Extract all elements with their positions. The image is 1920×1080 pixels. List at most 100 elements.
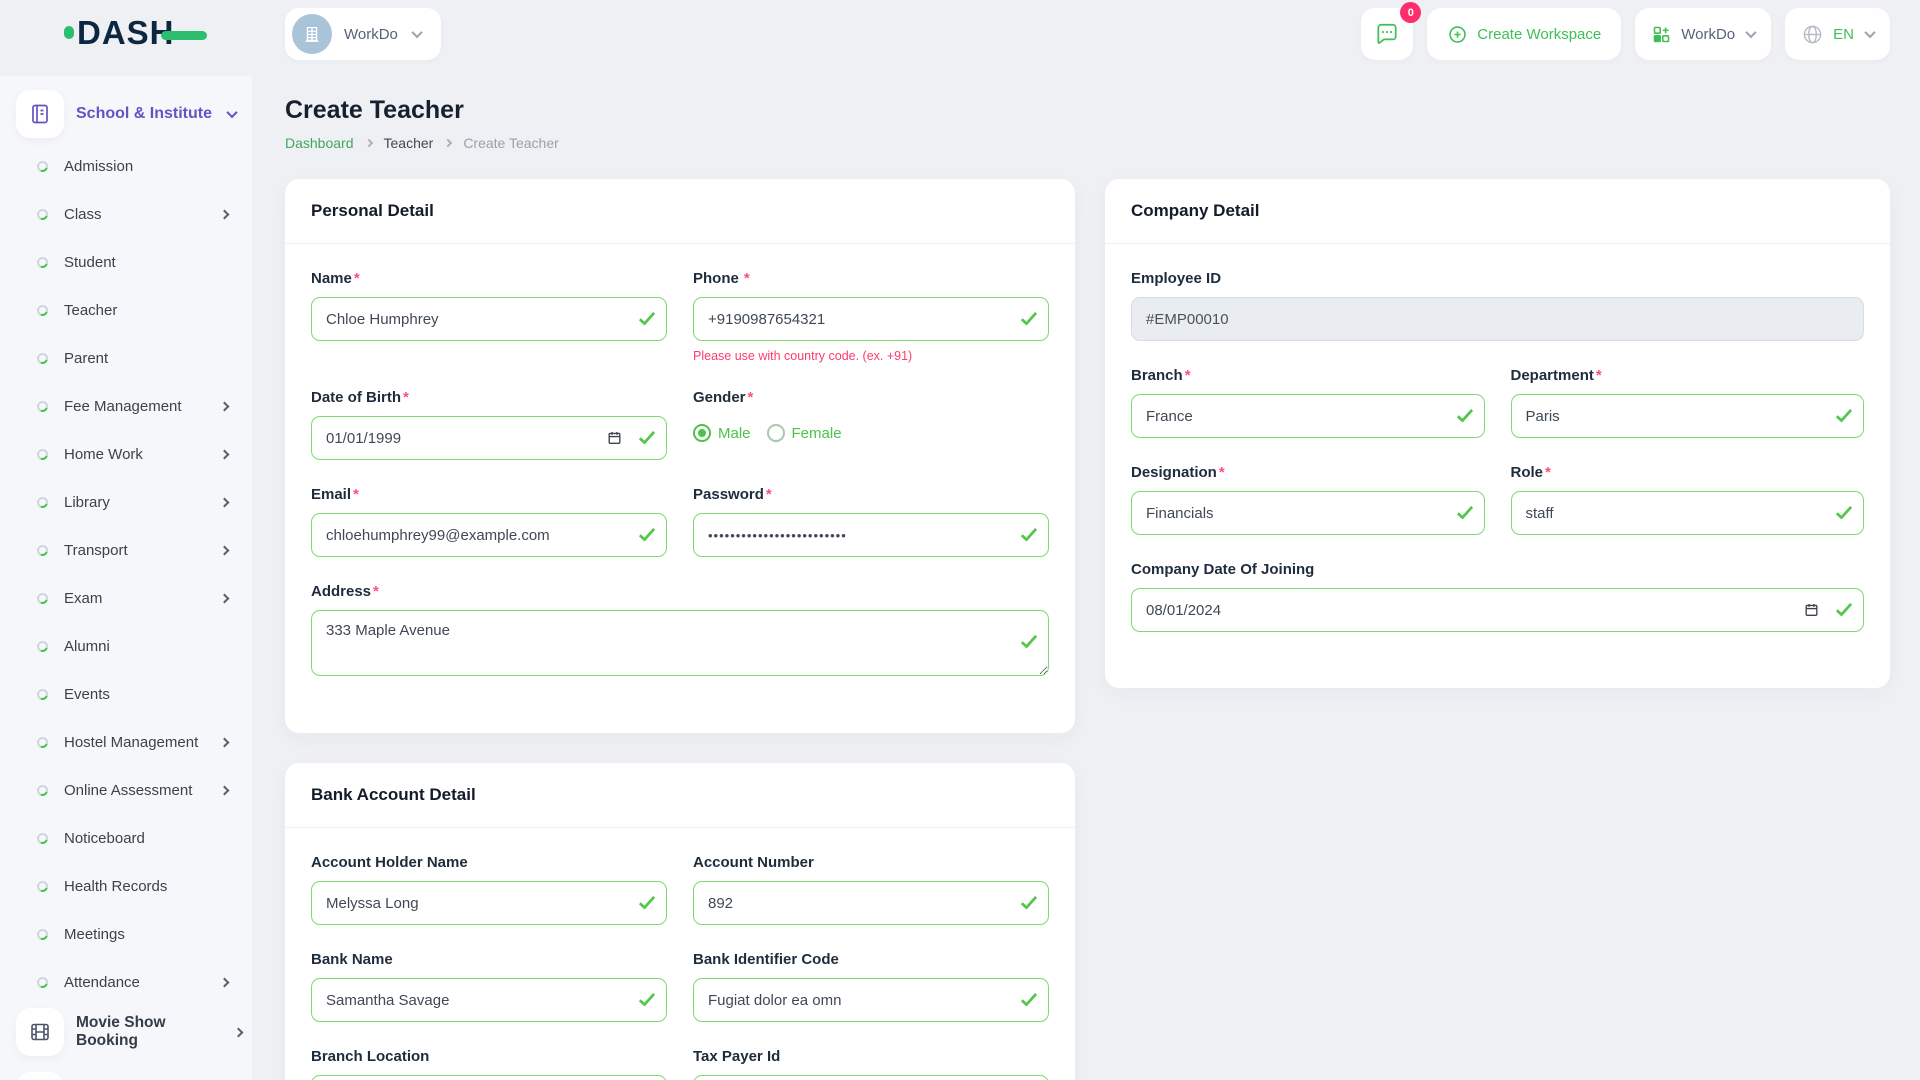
apps-dropdown[interactable]: WorkDo — [1635, 8, 1772, 60]
bank-identifier-code-field[interactable] — [693, 978, 1049, 1022]
chevron-right-icon — [219, 977, 230, 987]
account-number-field[interactable] — [693, 881, 1049, 925]
circle-icon — [37, 640, 48, 652]
circle-icon — [37, 688, 48, 700]
sidebar-item-label: Home Work — [64, 445, 143, 463]
department-field[interactable] — [1510, 394, 1864, 438]
company-detail-card: Company Detail Employee ID Branch* — [1105, 179, 1890, 688]
language-dropdown[interactable]: EN — [1785, 8, 1890, 60]
account-holder-name-field[interactable] — [311, 881, 667, 925]
branch-field[interactable] — [1131, 394, 1485, 438]
sidebar-item-attendance[interactable]: Attendance — [0, 958, 252, 1006]
circle-icon — [37, 928, 48, 940]
sidebar-item-transport[interactable]: Transport — [0, 526, 252, 574]
sidebar-item-alumni[interactable]: Alumni — [0, 622, 252, 670]
breadcrumb-teacher[interactable]: Teacher — [383, 135, 434, 151]
personal-detail-card: Personal Detail Name* Phone* Please use … — [285, 179, 1075, 733]
sidebar-item-teacher[interactable]: Teacher — [0, 286, 252, 334]
sidebar-item-health-records[interactable]: Health Records — [0, 862, 252, 910]
circle-icon — [37, 544, 48, 556]
create-workspace-button[interactable]: Create Workspace — [1427, 8, 1622, 60]
name-label: Name * — [311, 270, 360, 287]
joining-date-field[interactable] — [1131, 588, 1864, 632]
sidebar-item-noticeboard[interactable]: Noticeboard — [0, 814, 252, 862]
joining-date-label: Company Date Of Joining — [1131, 561, 1315, 578]
gender-male-option[interactable]: Male — [693, 424, 751, 442]
designation-field[interactable] — [1131, 491, 1485, 535]
calendar-icon[interactable] — [606, 430, 623, 447]
email-field[interactable] — [311, 513, 667, 557]
top-header: DASH WorkDo — [0, 0, 1920, 76]
messages-count-badge: 0 — [1400, 2, 1422, 23]
chevron-right-icon — [364, 138, 373, 148]
radio-selected-icon — [693, 424, 711, 442]
sidebar-item-admission[interactable]: Admission — [0, 142, 252, 190]
gender-radio-group: Male Female — [693, 424, 1049, 442]
sidebar-item-hostel-management[interactable]: Hostel Management — [0, 718, 252, 766]
phone-helper-text: Please use with country code. (ex. +91) — [693, 349, 913, 363]
sidebar-item-exam[interactable]: Exam — [0, 574, 252, 622]
email-label: Email * — [311, 486, 359, 503]
circle-icon — [37, 208, 48, 220]
designation-label: Designation * — [1131, 464, 1225, 481]
circle-icon — [37, 976, 48, 988]
sidebar-item-movie-show-booking[interactable]: Movie Show Booking — [16, 1008, 244, 1056]
messages-button[interactable]: 0 — [1361, 2, 1422, 60]
chevron-right-icon — [233, 1027, 244, 1037]
sidebar-item-home-work[interactable]: Home Work — [0, 430, 252, 478]
sidebar-section-toggle[interactable]: School & Institute — [16, 90, 238, 138]
workspace-switcher[interactable]: WorkDo — [285, 8, 441, 60]
address-field[interactable]: 333 Maple Avenue — [311, 610, 1049, 676]
logo-dash-bar — [160, 31, 207, 40]
sidebar-item-label: Health Records — [64, 877, 168, 895]
chevron-right-icon — [219, 785, 230, 795]
sidebar-item-online-assessment[interactable]: Online Assessment — [0, 766, 252, 814]
password-field[interactable] — [693, 513, 1049, 557]
sidebar-item-fee-management[interactable]: Fee Management — [0, 382, 252, 430]
gender-female-option[interactable]: Female — [766, 424, 842, 442]
chevron-right-icon — [219, 593, 230, 603]
required-asterisk: * — [747, 389, 754, 406]
sidebar: School & Institute Admission Class Stude… — [0, 76, 252, 1080]
employee-id-field — [1131, 297, 1864, 341]
chat-icon — [1377, 23, 1397, 44]
brand-logo[interactable]: DASH — [64, 16, 207, 49]
password-label: Password * — [693, 486, 772, 503]
sidebar-item-meetings[interactable]: Meetings — [0, 910, 252, 958]
create-workspace-label: Create Workspace — [1477, 25, 1602, 43]
bank-name-field[interactable] — [311, 978, 667, 1022]
dob-label: Date of Birth * — [311, 389, 409, 406]
branch-location-field[interactable] — [311, 1075, 667, 1080]
sidebar-item-label: Attendance — [64, 973, 140, 991]
header-actions: 0 Create Workspace WorkDo — [1361, 2, 1890, 60]
tax-payer-id-field[interactable] — [693, 1075, 1049, 1080]
sidebar-item-parent[interactable]: Parent — [0, 334, 252, 382]
sidebar-item-student[interactable]: Student — [0, 238, 252, 286]
calendar-icon[interactable] — [1803, 602, 1820, 619]
chevron-right-icon — [219, 209, 230, 219]
bank-name-label: Bank Name — [311, 951, 393, 968]
sidebar-item-class[interactable]: Class — [0, 190, 252, 238]
role-field[interactable] — [1510, 491, 1864, 535]
personal-detail-title: Personal Detail — [285, 179, 1075, 244]
sidebar-item-events[interactable]: Events — [0, 670, 252, 718]
name-field[interactable] — [311, 297, 667, 341]
sidebar-item-label: Admission — [64, 157, 134, 175]
breadcrumb-dashboard-link[interactable]: Dashboard — [285, 135, 354, 151]
tax-payer-id-label: Tax Payer Id — [693, 1048, 781, 1065]
page-title: Create Teacher — [285, 96, 464, 124]
account-holder-name-label: Account Holder Name — [311, 854, 468, 871]
phone-label: Phone * — [693, 270, 750, 287]
circle-icon — [37, 880, 48, 892]
dob-field[interactable] — [311, 416, 667, 460]
required-asterisk: * — [1184, 367, 1191, 384]
circle-icon — [37, 736, 48, 748]
sidebar-brand-tile — [16, 90, 64, 138]
phone-field[interactable] — [693, 297, 1049, 341]
sidebar-item-label: Parent — [64, 349, 109, 367]
workspace-name: WorkDo — [344, 25, 398, 43]
circle-icon — [37, 352, 48, 364]
breadcrumb: Dashboard Teacher Create Teacher — [285, 135, 1890, 151]
branch-location-label: Branch Location — [311, 1048, 430, 1065]
sidebar-item-library[interactable]: Library — [0, 478, 252, 526]
